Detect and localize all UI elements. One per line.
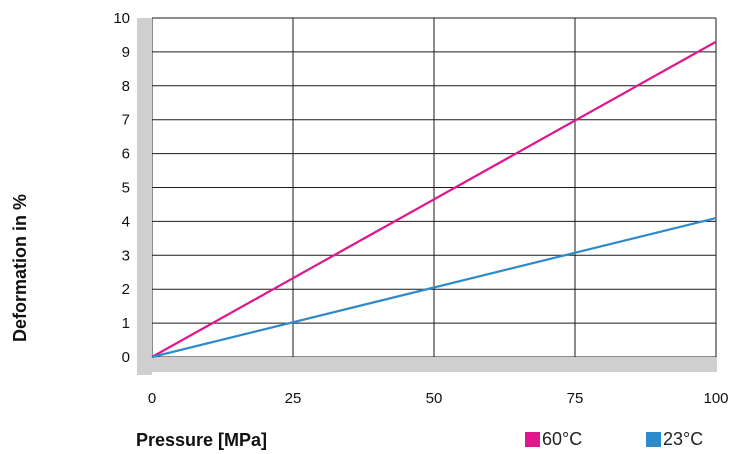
- y-tick-label-0: 0: [122, 349, 130, 366]
- x-tick-label-50: 50: [426, 390, 443, 407]
- y-tick-label-10: 10: [113, 10, 130, 27]
- y-tick-label-1: 1: [122, 315, 130, 332]
- legend-label-23c: 23°C: [663, 428, 704, 449]
- x-axis-bar: [137, 357, 717, 372]
- y-tick-label-7: 7: [122, 112, 130, 129]
- series-line-60c: [151, 40, 717, 358]
- grid: [151, 17, 717, 358]
- legend-label-60c: 60°C: [542, 428, 583, 449]
- y-tick-label-4: 4: [122, 213, 130, 230]
- x-axis-title: Pressure [MPa]: [136, 430, 267, 450]
- x-tick-label-100: 100: [703, 390, 728, 407]
- y-tick-label-2: 2: [122, 281, 130, 298]
- y-tick-labels: 0 1 2 3 4 5 6 7 8 9 10: [113, 10, 130, 366]
- x-tick-label-75: 75: [567, 390, 584, 407]
- y-tick-label-5: 5: [122, 180, 130, 197]
- y-tick-label-3: 3: [122, 247, 130, 264]
- x-tick-label-25: 25: [285, 390, 302, 407]
- x-tick-label-0: 0: [148, 390, 156, 407]
- y-tick-label-6: 6: [122, 146, 130, 163]
- y-tick-label-9: 9: [122, 44, 130, 61]
- series-line-23c: [151, 216, 717, 359]
- legend-item-23c: 23°C: [646, 427, 703, 451]
- x-tick-labels: 0 25 50 75 100: [148, 390, 729, 407]
- legend-swatch-23c: [646, 431, 661, 447]
- legend-item-60c: 60°C: [525, 427, 582, 451]
- y-axis-bar: [137, 18, 152, 375]
- legend-swatch-60c: [525, 431, 540, 447]
- y-axis-title: Deformation in %: [10, 194, 30, 342]
- y-tick-label-8: 8: [122, 78, 130, 95]
- series-layer: [151, 40, 717, 359]
